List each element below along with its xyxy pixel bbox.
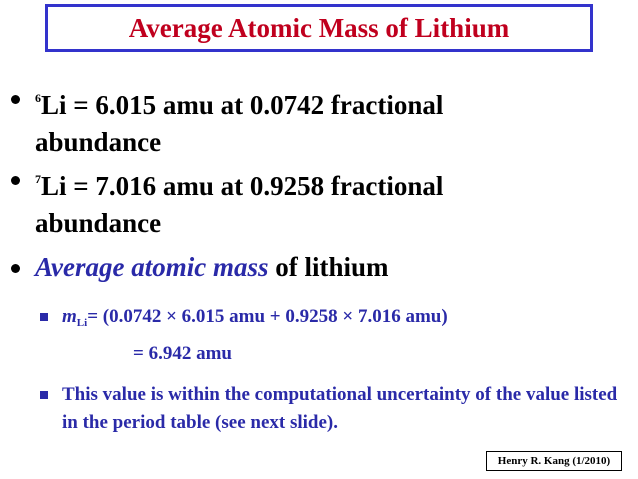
isotope-mass: 7: [35, 172, 41, 186]
isotope-mass: 6: [35, 91, 41, 105]
slide-title: Average Atomic Mass of Lithium: [45, 4, 593, 52]
bullet-body: = 6.015 amu at 0.0742 fractional abundan…: [35, 90, 444, 157]
subscript: Li: [76, 317, 88, 329]
emphasis: Average atomic mass: [35, 252, 269, 282]
bullet-text: 6Li = 6.015 amu at 0.0742 fractional abu…: [35, 80, 535, 161]
sub-bullet-text: mLi= (0.0742 × 6.015 amu + 0.9258 × 7.01…: [62, 303, 627, 337]
bullet-icon: [11, 264, 20, 273]
bullet-text: 7Li = 7.016 amu at 0.9258 fractional abu…: [35, 161, 535, 242]
symbol: m: [62, 306, 77, 327]
bullet-body: = 7.016 amu at 0.9258 fractional abundan…: [35, 171, 444, 238]
bullet-body: of lithium: [268, 252, 389, 282]
equation: = (0.0742 × 6.015 amu + 0.9258 × 7.016 a…: [87, 306, 448, 327]
result: = 6.942 amu: [133, 343, 232, 364]
sub-bullet-text: This value is within the computational u…: [62, 384, 618, 433]
sub-bullet-icon: [40, 391, 48, 399]
bullet-icon: [11, 176, 20, 185]
footer: Henry R. Kang (1/2010): [486, 451, 622, 471]
element: Li: [41, 171, 67, 201]
sub-bullet-icon: [40, 313, 48, 321]
element: Li: [41, 90, 67, 120]
bullet-icon: [11, 95, 20, 104]
bullet-text: Average atomic mass of lithium: [35, 249, 535, 286]
